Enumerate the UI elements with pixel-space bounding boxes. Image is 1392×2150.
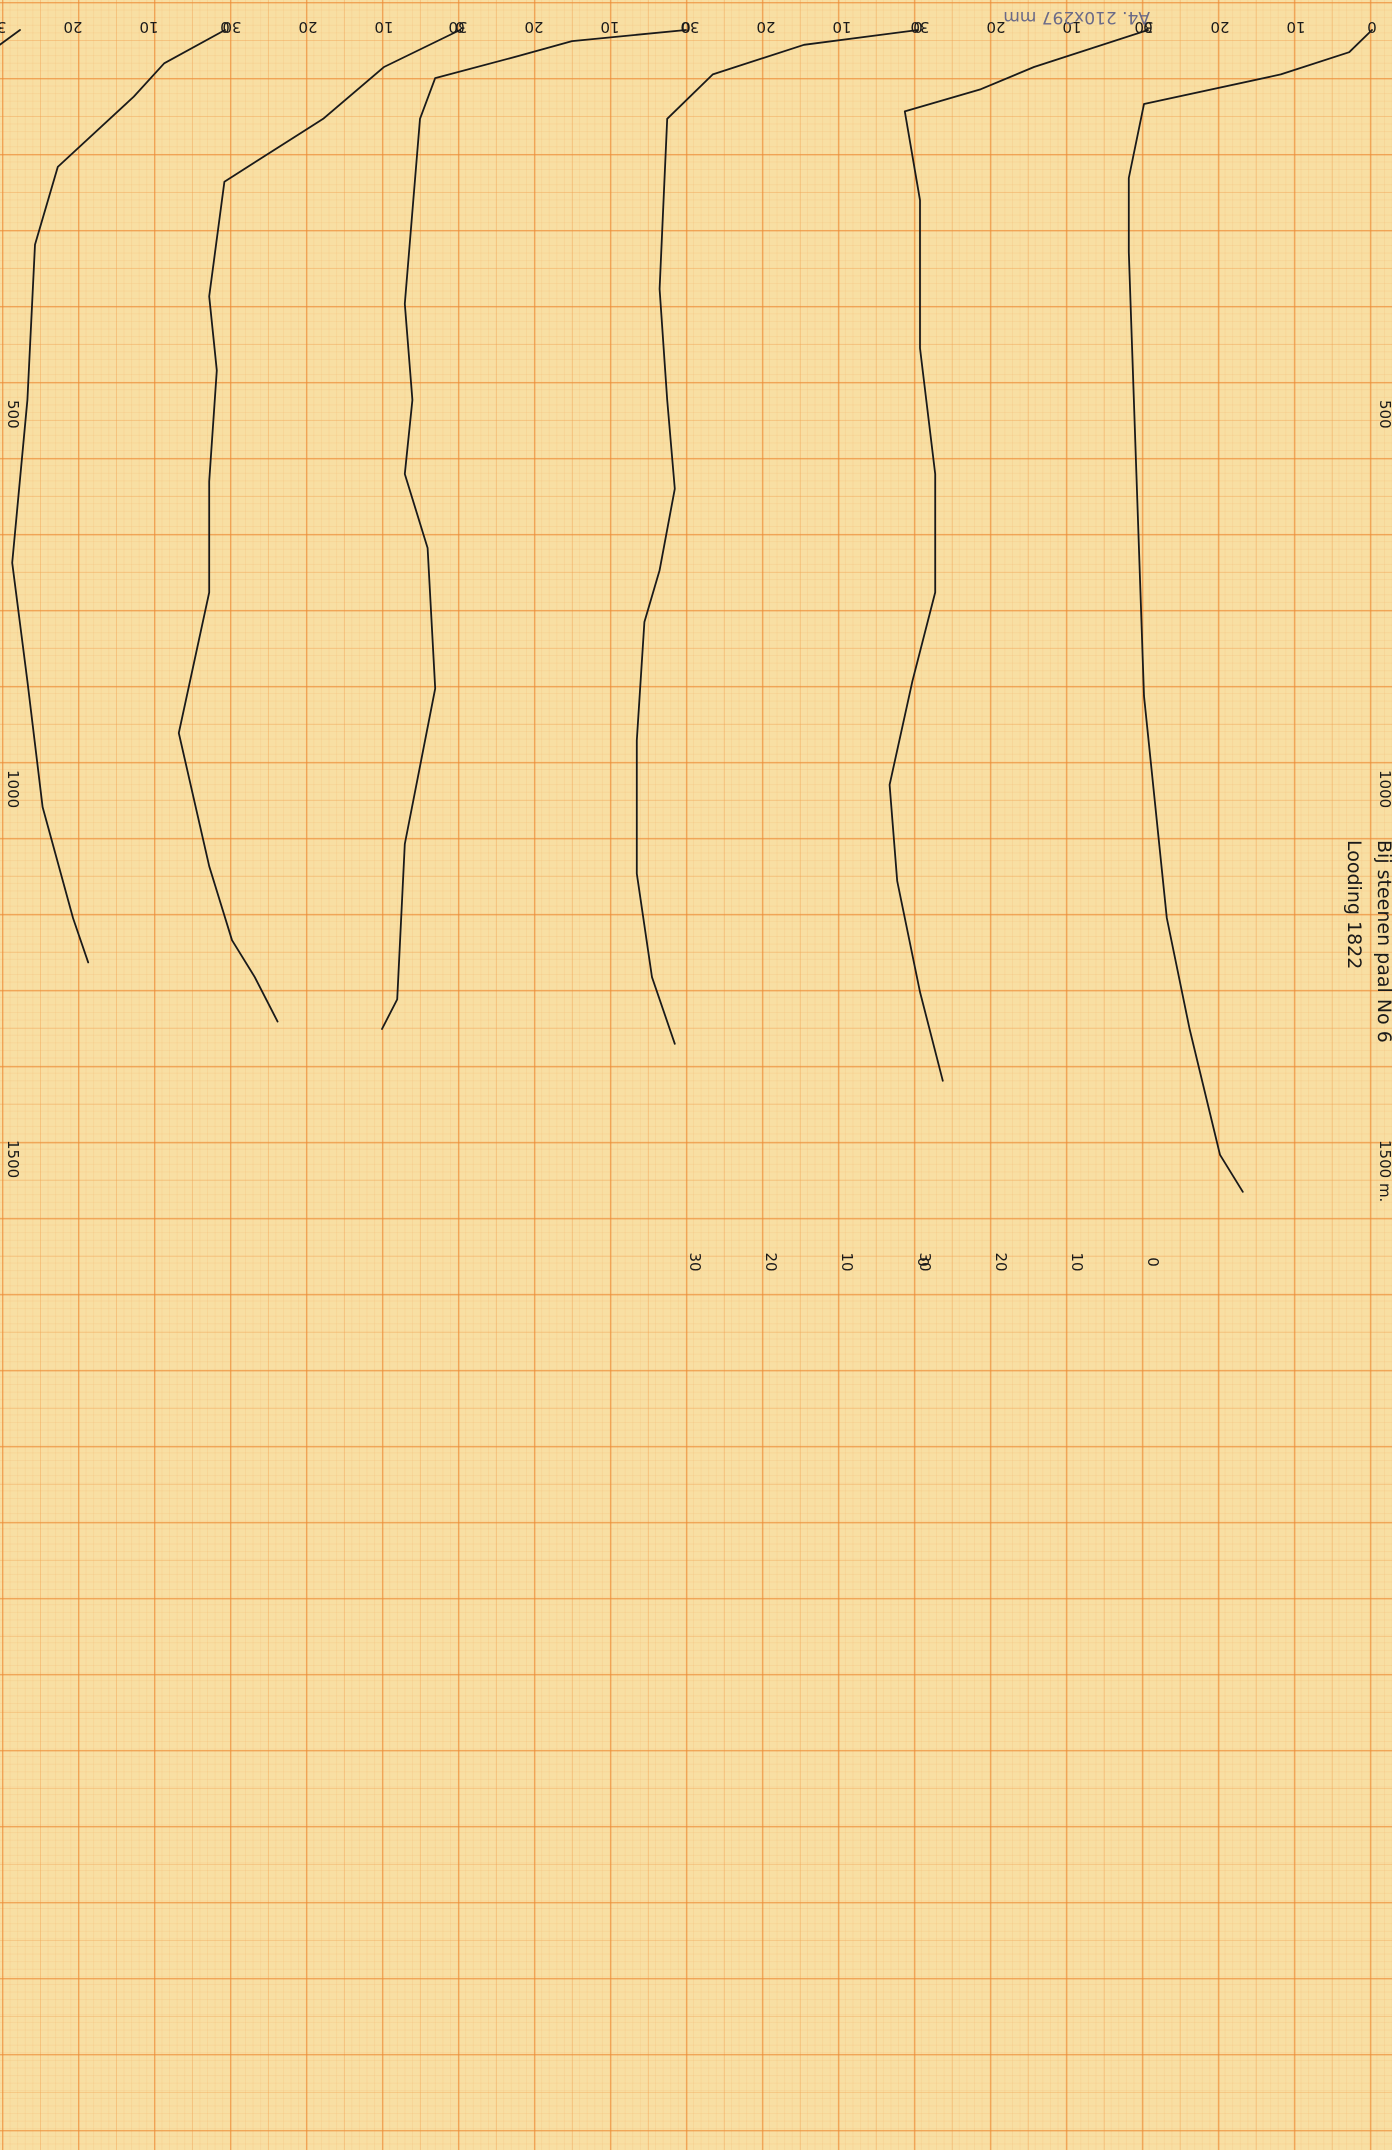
- value-tick-label: 10: [1286, 18, 1305, 36]
- depth-tick-label-right: 500: [1376, 400, 1392, 429]
- chart-subtitle: Bij steenen paal No 6: [1373, 840, 1392, 1043]
- depth-tick-label-left: 500: [4, 400, 22, 429]
- profile-curve-4: [381, 29, 687, 1030]
- value-tick-label: 30: [448, 18, 467, 36]
- profile-curve-6: [11, 29, 226, 964]
- value-tick-label: 20: [986, 18, 1005, 36]
- depth-tick-label-left: 1500: [4, 1140, 22, 1178]
- value-tick-label: 10: [374, 18, 393, 36]
- value-tick-label: 0: [220, 18, 230, 36]
- value-tick-label: 30: [222, 18, 241, 36]
- value-tick-label: 20: [524, 18, 543, 36]
- value-tick-label: 30: [686, 1252, 704, 1271]
- depth-tick-label-right: 1000: [1376, 770, 1392, 808]
- value-tick-label: 10: [139, 18, 158, 36]
- chart-title-block: Looding 1822 Bij steenen paal No 6: [1343, 840, 1392, 1043]
- profile-curve-1: [1127, 29, 1373, 1193]
- value-tick-label: 10: [1068, 1252, 1086, 1271]
- value-tick-label: 0: [1144, 1257, 1162, 1267]
- profile-curve-5: [177, 29, 461, 1023]
- profile-curve-2: [888, 29, 1149, 1082]
- chart-title: Looding 1822: [1343, 840, 1365, 969]
- value-tick-label: 30: [910, 18, 929, 36]
- value-tick-label: 0: [913, 18, 923, 36]
- value-tick-label: 20: [992, 1252, 1010, 1271]
- value-tick-label: 20: [762, 1252, 780, 1271]
- profile-curve-3: [635, 29, 919, 1045]
- value-tick-label: 0: [1143, 18, 1153, 36]
- value-tick-label: 30: [1134, 18, 1153, 36]
- value-tick-label: 10: [600, 18, 619, 36]
- value-tick-label: 20: [298, 18, 317, 36]
- value-tick-label: 10: [838, 1252, 856, 1271]
- depth-tick-label-right: 1500 m.: [1376, 1140, 1392, 1202]
- profile-curve-7: [0, 29, 21, 46]
- paper-format-stamp: A4. 210x297 mm: [1003, 7, 1150, 27]
- value-tick-label: 20: [756, 18, 775, 36]
- value-tick-label: 30: [916, 1252, 934, 1271]
- value-tick-label: 20: [1210, 18, 1229, 36]
- depth-tick-label-left: 1000: [4, 770, 22, 808]
- value-tick-label: 30: [0, 18, 7, 36]
- value-tick-label: 0: [914, 1257, 932, 1267]
- value-tick-label: 0: [681, 18, 691, 36]
- value-tick-label: 30: [680, 18, 699, 36]
- value-tick-label: 10: [1062, 18, 1081, 36]
- value-tick-label: 0: [455, 18, 465, 36]
- value-tick-label: 20: [63, 18, 82, 36]
- value-tick-label: 0: [1367, 18, 1377, 36]
- value-tick-label: 10: [832, 18, 851, 36]
